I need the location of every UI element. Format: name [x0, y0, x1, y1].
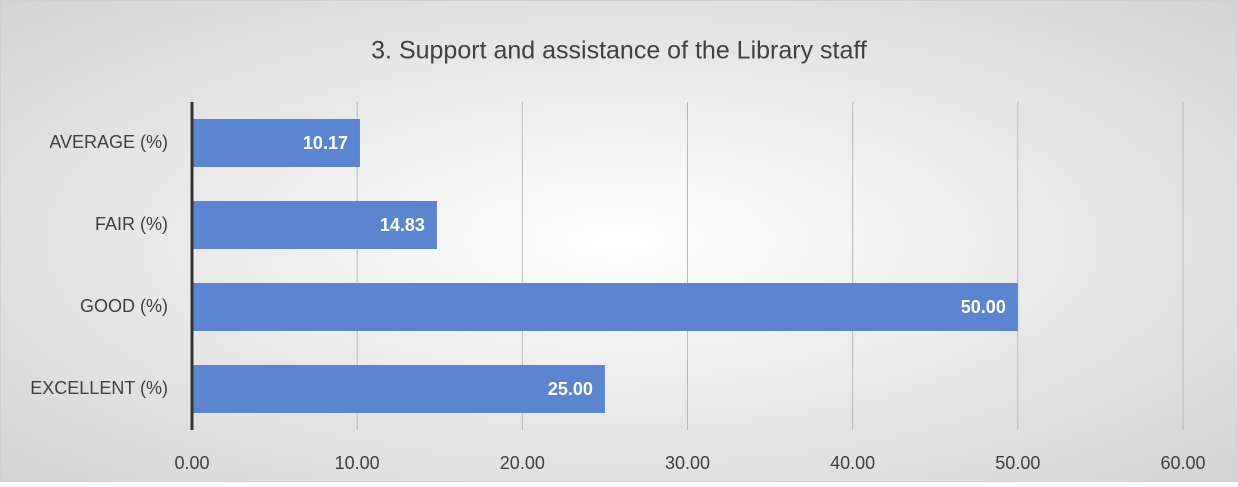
bar — [192, 119, 360, 167]
y-tick-label: EXCELLENT (%) — [30, 378, 168, 398]
data-label: 50.00 — [961, 297, 1006, 317]
x-tick-label: 30.00 — [665, 453, 710, 473]
x-tick-label: 0.00 — [174, 453, 209, 473]
data-label: 14.83 — [380, 215, 425, 235]
data-label: 10.17 — [303, 133, 348, 153]
x-tick-label: 10.00 — [335, 453, 380, 473]
data-label: 25.00 — [548, 379, 593, 399]
x-tick-label: 50.00 — [995, 453, 1040, 473]
bar — [192, 283, 1018, 331]
bar — [192, 365, 605, 413]
y-tick-label: AVERAGE (%) — [49, 132, 168, 152]
x-tick-label: 60.00 — [1160, 453, 1205, 473]
y-tick-label: GOOD (%) — [80, 296, 168, 316]
x-tick-label: 20.00 — [500, 453, 545, 473]
bar — [192, 201, 437, 249]
x-tick-label: 40.00 — [830, 453, 875, 473]
chart-title: 3. Support and assistance of the Library… — [371, 37, 867, 65]
y-tick-label: FAIR (%) — [95, 214, 168, 234]
